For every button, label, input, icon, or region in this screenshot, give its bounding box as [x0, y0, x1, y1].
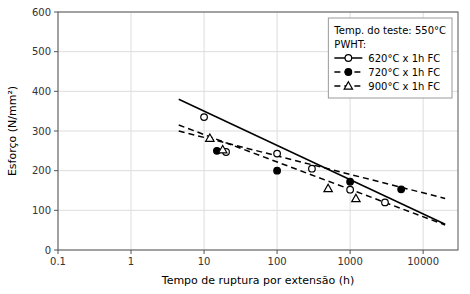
legend-entry: 620°C x 1h FC [334, 53, 440, 64]
y-grid-line [58, 170, 458, 171]
y-tick-label: 400 [32, 86, 51, 97]
data-point [309, 165, 316, 172]
y-tick [54, 51, 58, 52]
data-point [352, 194, 360, 201]
legend-marker [344, 82, 352, 89]
y-tick-label: 100 [32, 205, 51, 216]
y-tick-label: 200 [32, 165, 51, 176]
x-tick [58, 250, 59, 254]
legend-entry: 900°C x 1h FC [334, 81, 440, 92]
x-tick [350, 250, 351, 254]
data-point [398, 186, 405, 193]
legend-title: Temp. do teste: 550°C [333, 25, 446, 36]
y-tick [54, 250, 58, 251]
y-tick [54, 12, 58, 13]
data-point [206, 134, 214, 141]
y-tick [54, 170, 58, 171]
data-point [274, 167, 281, 174]
legend-entry: 720°C x 1h FC [334, 67, 440, 78]
legend-box [328, 18, 452, 98]
x-tick-label: 100 [268, 256, 287, 267]
x-tick [277, 250, 278, 254]
x-tick [204, 250, 205, 254]
y-tick [54, 131, 58, 132]
legend-title: PWHT: [334, 39, 366, 50]
y-tick-label: 0 [45, 245, 51, 256]
data-point [347, 186, 354, 193]
y-grid-line [58, 131, 458, 132]
chart: 0.1 1 10 100 1000 10000 0 100 200 300 400 500 600 Tem… [0, 0, 470, 294]
x-tick [131, 250, 132, 254]
x-tick-label: 10000 [407, 256, 439, 267]
y-tick-label: 500 [32, 46, 51, 57]
legend-marker [345, 69, 352, 76]
data-point [382, 199, 389, 206]
data [179, 99, 445, 225]
grid [58, 12, 458, 250]
legend-label: 620°C x 1h FC [368, 53, 440, 64]
plot-frame [58, 12, 458, 250]
y-tick [54, 91, 58, 92]
x-tick-label: 1 [128, 256, 134, 267]
fit-line [179, 125, 445, 225]
data-point [324, 184, 332, 191]
x-tick-label: 1000 [337, 256, 362, 267]
legend: Temp. do teste: 550°C PWHT:620°C x 1h FC 7… [328, 18, 452, 98]
legend-label: 900°C x 1h FC [368, 81, 440, 92]
data-point [219, 145, 227, 152]
legend-label: 720°C x 1h FC [368, 67, 440, 78]
x-tick-label: 10 [198, 256, 211, 267]
x-tick-label: 0.1 [50, 256, 66, 267]
y-tick [54, 210, 58, 211]
fit-line [179, 99, 445, 224]
data-point [274, 150, 281, 157]
legend-marker [345, 55, 352, 62]
fit-line [179, 131, 445, 198]
y-axis-label: Esforço (N/mm²) [6, 86, 19, 176]
y-grid-line [58, 210, 458, 211]
y-tick-label: 600 [32, 7, 51, 18]
data-point [347, 178, 354, 185]
data-point [201, 114, 208, 121]
x-tick [423, 250, 424, 254]
x-axis-label: Tempo de ruptura por extensão (h) [161, 274, 354, 287]
y-tick-label: 300 [32, 126, 51, 137]
